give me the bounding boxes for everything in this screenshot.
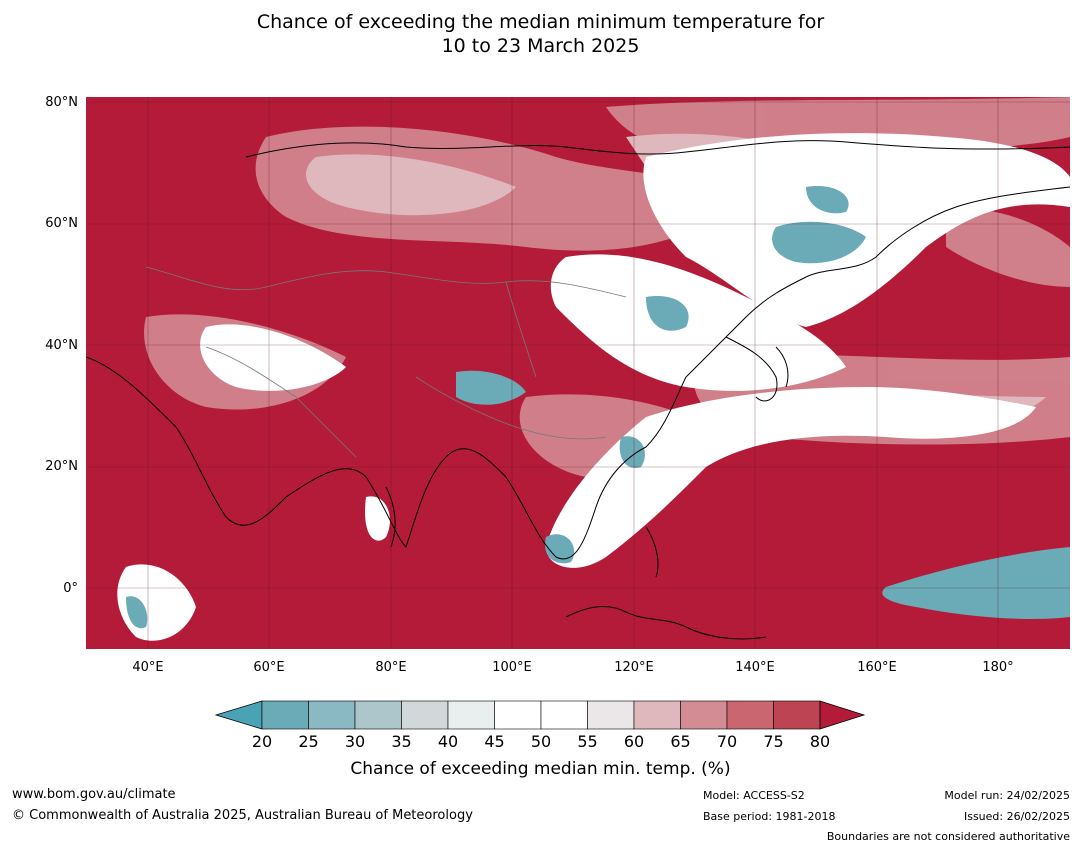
lat-label-80n: 80°N [45, 95, 78, 110]
forecast-map [86, 97, 1070, 649]
graticule [86, 97, 1070, 649]
colorbar-cell [401, 700, 449, 730]
footer-disclaimer: Boundaries are not considered authoritat… [826, 830, 1070, 843]
lon-label-40e: 40°E [132, 660, 164, 675]
colorbar-cell [354, 700, 402, 730]
colorbar-cell [494, 700, 542, 730]
colorbar-cell [726, 700, 774, 730]
colorbar-label: Chance of exceeding median min. temp. (%… [350, 759, 731, 779]
colorbar-cell [308, 700, 356, 730]
lat-label-60n: 60°N [45, 216, 78, 231]
colorbar-cell [680, 700, 728, 730]
map-title: Chance of exceeding the median minimum t… [0, 10, 1081, 58]
lon-label-80e: 80°E [375, 660, 407, 675]
footer-url: www.bom.gov.au/climate [12, 787, 176, 802]
colorbar-tick-label: 70 [716, 732, 738, 751]
colorbar-tick-label: 55 [577, 732, 598, 751]
coastlines [86, 140, 1070, 640]
field-neutral [117, 133, 1070, 641]
colorbar-tick-label: 50 [530, 732, 552, 751]
country-boundaries [145, 266, 627, 458]
colorbar-tick-label: 20 [251, 732, 273, 751]
colorbar-tick-label: 60 [623, 732, 645, 751]
title-line-2: 10 to 23 March 2025 [441, 35, 640, 57]
colorbar-tick-label: 30 [344, 732, 366, 751]
colorbar-tick-label: 25 [298, 732, 319, 751]
colorbar-cell [633, 700, 681, 730]
footer-model-run: Model run: 24/02/2025 [944, 789, 1070, 802]
colorbar-cell [587, 700, 635, 730]
footer-base-period: Base period: 1981-2018 [703, 810, 836, 823]
lon-label-60e: 60°E [253, 660, 285, 675]
colorbar-tick-label: 65 [670, 732, 691, 751]
lon-label-180: 180° [982, 660, 1014, 675]
lat-label-20n: 20°N [45, 459, 78, 474]
colorbar-extend-high [819, 700, 866, 730]
colorbar-tick-label: 45 [484, 732, 505, 751]
footer-issued: Issued: 26/02/2025 [963, 810, 1070, 823]
colorbar-tick-label: 80 [809, 732, 831, 751]
footer-model: Model: ACCESS-S2 [703, 789, 805, 802]
colorbar-tick-label: 35 [391, 732, 412, 751]
lon-label-100e: 100°E [492, 660, 532, 675]
colorbar-cell [447, 700, 495, 730]
lon-label-120e: 120°E [614, 660, 654, 675]
colorbar-tick-label: 75 [763, 732, 784, 751]
lat-label-0: 0° [63, 581, 78, 596]
footer-copyright: © Commonwealth of Australia 2025, Austra… [12, 808, 473, 823]
colorbar-cell [773, 700, 821, 730]
lon-label-140e: 140°E [735, 660, 775, 675]
lon-label-160e: 160°E [857, 660, 897, 675]
field-low [126, 186, 1070, 629]
colorbar-cell [261, 700, 309, 730]
colorbar [214, 700, 866, 730]
title-line-1: Chance of exceeding the median minimum t… [256, 11, 825, 33]
colorbar-tick-label: 40 [437, 732, 459, 751]
colorbar-extend-low [214, 700, 263, 730]
colorbar-cell [540, 700, 588, 730]
lat-label-40n: 40°N [45, 338, 78, 353]
map-field [86, 97, 1070, 649]
